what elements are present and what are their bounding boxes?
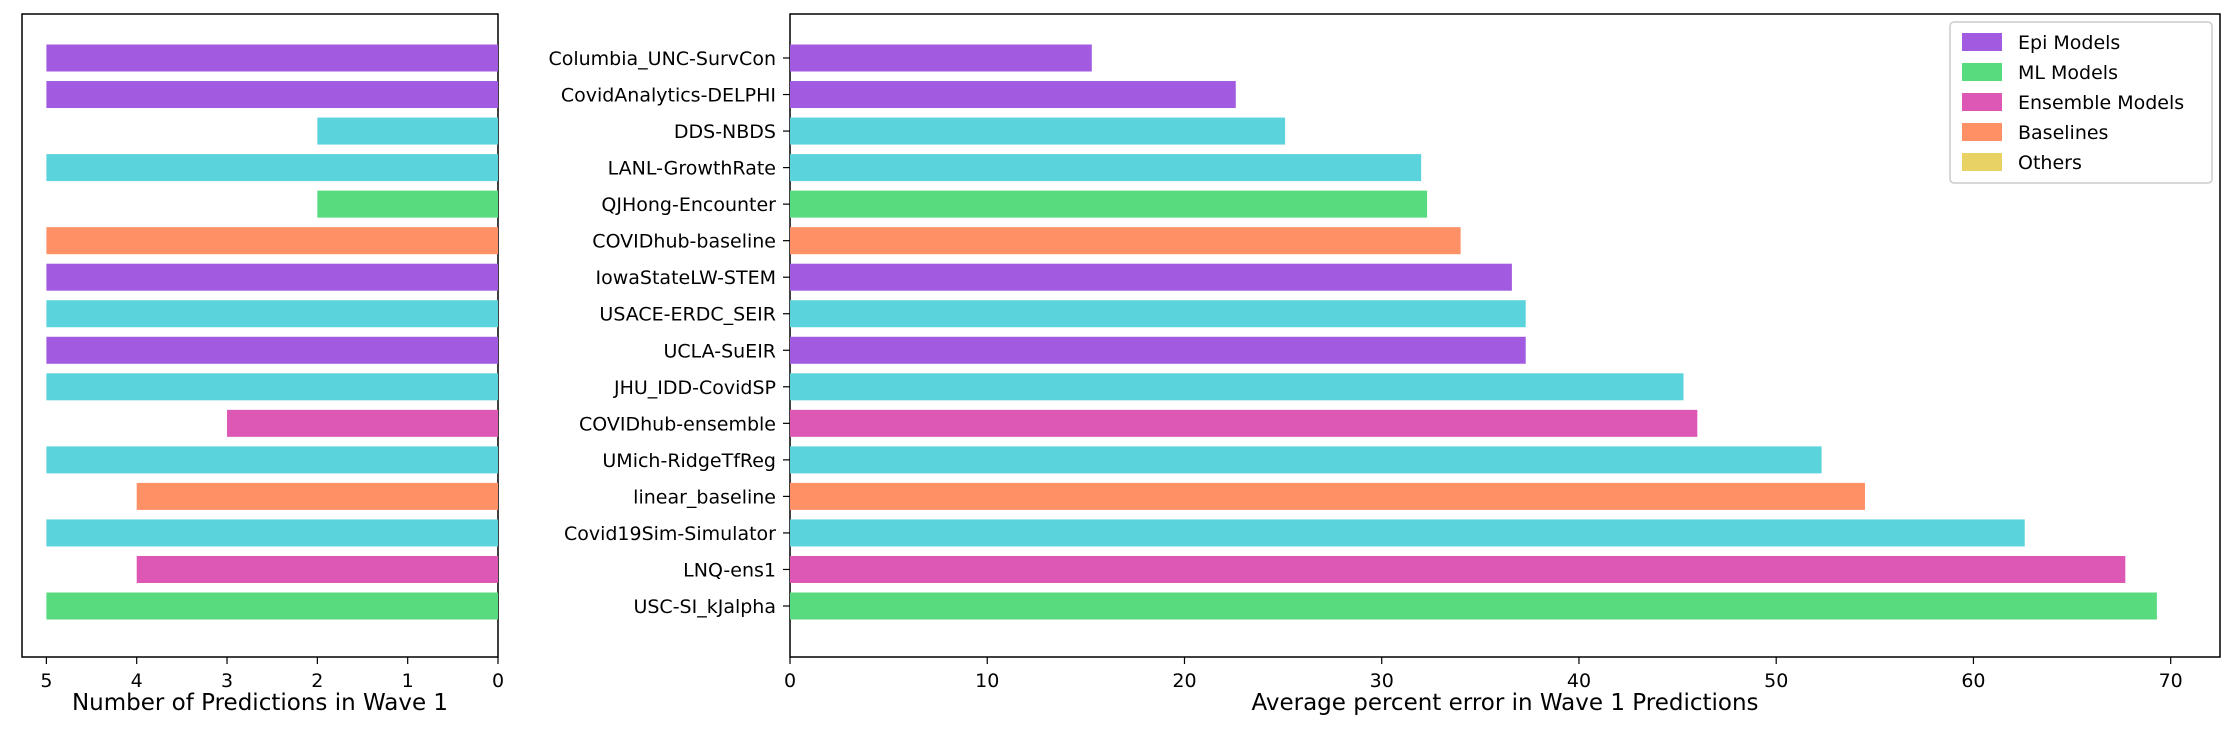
right-bar-5 [790, 227, 1461, 255]
right-x-axis-title: Average percent error in Wave 1 Predicti… [1251, 690, 1758, 716]
left-x-tick-label-1: 4 [131, 670, 143, 692]
right-x-ticks: 0 10 20 30 40 50 60 70 [784, 657, 2183, 692]
legend-label-2: Ensemble Models [2018, 92, 2184, 114]
left-bar-0 [46, 44, 498, 72]
right-x-tick-label-7: 70 [2159, 670, 2183, 692]
right-x-tick-label-2: 20 [1172, 670, 1196, 692]
legend-swatch-0 [1962, 33, 2002, 51]
legend-box [1949, 21, 2213, 184]
left-x-axis-title: Number of Predictions in Wave 1 [72, 690, 448, 716]
legend-label-3: Baselines [2018, 122, 2108, 144]
legend-swatch-2 [1962, 93, 2002, 111]
right-category-label-2: DDS-NBDS [674, 121, 776, 143]
right-category-label-4: QJHong-Encounter [601, 194, 776, 216]
left-bar-1 [46, 81, 498, 109]
left-bar-5 [46, 227, 498, 255]
right-bar-0 [790, 44, 1092, 72]
right-x-tick-label-3: 30 [1370, 670, 1394, 692]
right-category-label-5: COVIDhub-baseline [592, 231, 776, 253]
right-bar-8 [790, 336, 1526, 364]
right-bar-12 [790, 482, 1865, 510]
right-category-label-10: COVIDhub-ensemble [579, 413, 776, 435]
right-category-label-9: JHU_IDD-CovidSP [613, 377, 776, 399]
left-bar-6 [46, 263, 498, 291]
left-bar-13 [46, 519, 498, 547]
right-x-tick-label-4: 40 [1567, 670, 1591, 692]
right-bars [790, 44, 2157, 620]
right-bar-11 [790, 446, 1822, 474]
right-bar-14 [790, 555, 2126, 583]
right-x-tick-label-6: 60 [1961, 670, 1985, 692]
right-category-label-14: LNQ-ens1 [683, 559, 776, 581]
right-panel-percent-error: Columbia_UNC-SurvCon CovidAnalytics-DELPH… [548, 13, 2221, 716]
right-x-tick-label-0: 0 [784, 670, 796, 692]
legend-label-4: Others [2018, 152, 2082, 174]
right-category-label-0: Columbia_UNC-SurvCon [548, 48, 776, 70]
right-bar-4 [790, 190, 1428, 218]
right-x-tick-label-1: 10 [975, 670, 999, 692]
left-bar-15 [46, 592, 498, 620]
right-category-label-3: LANL-GrowthRate [608, 158, 776, 180]
right-bar-7 [790, 300, 1526, 328]
left-x-tick-label-3: 2 [311, 670, 323, 692]
right-category-label-12: linear_baseline [633, 486, 776, 508]
left-x-tick-label-4: 1 [402, 670, 414, 692]
right-bar-13 [790, 519, 2025, 547]
left-bar-2 [317, 117, 498, 145]
left-bar-7 [46, 300, 498, 328]
left-bars [46, 44, 498, 620]
legend: Epi Models ML Models Ensemble Models Baseli… [1949, 21, 2213, 184]
legend-swatch-3 [1962, 123, 2002, 141]
right-bar-15 [790, 592, 2157, 620]
right-bar-3 [790, 154, 1422, 182]
left-bar-10 [227, 409, 498, 437]
right-category-labels: Columbia_UNC-SurvCon CovidAnalytics-DELPH… [548, 48, 790, 618]
right-category-label-11: UMich-RidgeTfReg [602, 450, 776, 472]
left-bar-12 [136, 482, 498, 510]
left-bar-14 [136, 555, 498, 583]
left-x-ticks: 5 4 3 2 1 0 [40, 657, 504, 692]
left-bar-3 [46, 154, 498, 182]
right-category-label-6: IowaStateLW-STEM [596, 267, 776, 289]
left-bar-8 [46, 336, 498, 364]
right-category-label-13: Covid19Sim-Simulator [564, 523, 776, 545]
legend-swatch-1 [1962, 63, 2002, 81]
right-bar-2 [790, 117, 1286, 145]
right-category-label-7: USACE-ERDC_SEIR [599, 304, 776, 326]
left-bar-11 [46, 446, 498, 474]
left-x-tick-label-0: 5 [40, 670, 52, 692]
right-x-tick-label-5: 50 [1764, 670, 1788, 692]
left-bar-4 [317, 190, 498, 218]
right-category-label-1: CovidAnalytics-DELPHI [561, 85, 776, 107]
left-panel-frame [21, 13, 499, 658]
right-category-label-15: USC-SI_kJalpha [633, 596, 776, 618]
right-bar-6 [790, 263, 1512, 291]
left-x-tick-label-2: 3 [221, 670, 233, 692]
legend-label-0: Epi Models [2018, 32, 2120, 54]
right-panel-frame [789, 13, 2221, 658]
legend-swatch-4 [1962, 153, 2002, 171]
left-bar-9 [46, 373, 498, 401]
right-bar-10 [790, 409, 1698, 437]
left-x-tick-label-5: 0 [492, 670, 504, 692]
right-category-label-8: UCLA-SuEIR [663, 340, 776, 362]
legend-label-1: ML Models [2018, 62, 2118, 84]
right-bar-1 [790, 81, 1236, 109]
right-bar-9 [790, 373, 1684, 401]
left-panel-predictions-count: 5 4 3 2 1 0 Number of Predictions in Wave 1 [21, 13, 504, 716]
